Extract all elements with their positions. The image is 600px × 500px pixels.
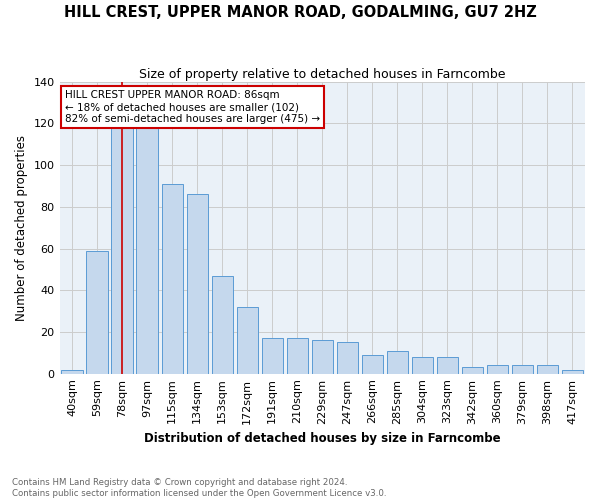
Title: Size of property relative to detached houses in Farncombe: Size of property relative to detached ho… — [139, 68, 506, 80]
Bar — [136, 106, 158, 374]
Bar — [236, 307, 258, 374]
Bar — [387, 350, 408, 374]
Bar — [311, 340, 333, 374]
Bar — [462, 368, 483, 374]
Bar — [212, 276, 233, 374]
Bar — [562, 370, 583, 374]
Bar — [86, 250, 108, 374]
Bar — [487, 366, 508, 374]
Text: HILL CREST, UPPER MANOR ROAD, GODALMING, GU7 2HZ: HILL CREST, UPPER MANOR ROAD, GODALMING,… — [64, 5, 536, 20]
Bar — [437, 357, 458, 374]
X-axis label: Distribution of detached houses by size in Farncombe: Distribution of detached houses by size … — [144, 432, 500, 445]
Text: HILL CREST UPPER MANOR ROAD: 86sqm
← 18% of detached houses are smaller (102)
82: HILL CREST UPPER MANOR ROAD: 86sqm ← 18%… — [65, 90, 320, 124]
Bar — [161, 184, 183, 374]
Bar — [362, 355, 383, 374]
Bar — [61, 370, 83, 374]
Text: Contains HM Land Registry data © Crown copyright and database right 2024.
Contai: Contains HM Land Registry data © Crown c… — [12, 478, 386, 498]
Bar — [512, 366, 533, 374]
Bar — [112, 106, 133, 374]
Bar — [187, 194, 208, 374]
Bar — [537, 366, 558, 374]
Bar — [262, 338, 283, 374]
Y-axis label: Number of detached properties: Number of detached properties — [15, 134, 28, 320]
Bar — [287, 338, 308, 374]
Bar — [412, 357, 433, 374]
Bar — [337, 342, 358, 374]
